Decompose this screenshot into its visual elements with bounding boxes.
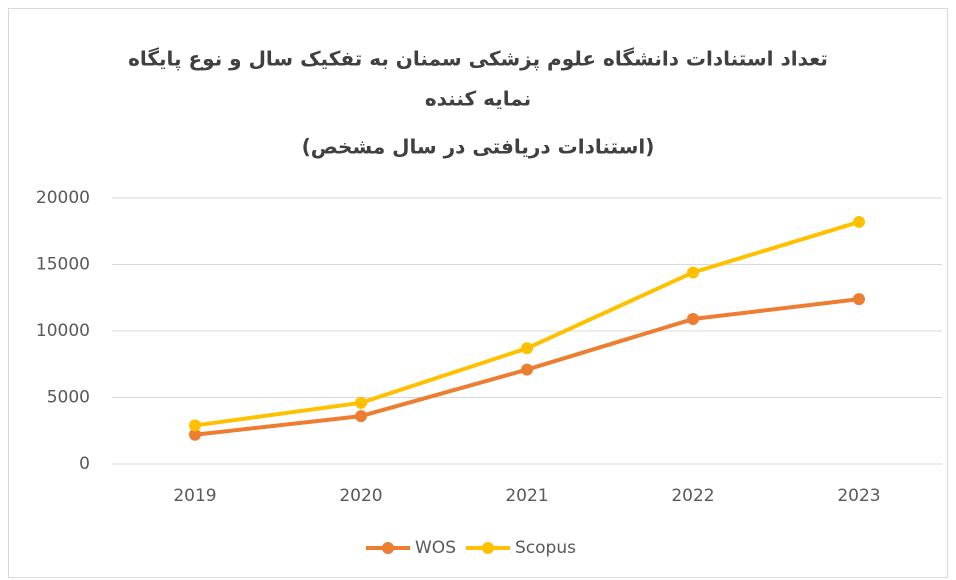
data-point — [687, 266, 699, 279]
y-tick-label: 10000 — [36, 321, 90, 341]
chart-title: تعداد استنادات دانشگاه علوم پزشکی سمنان … — [128, 47, 828, 72]
y-tick-label: 0 — [79, 454, 90, 474]
y-tick-label: 5000 — [47, 388, 90, 408]
data-point — [355, 410, 367, 423]
y-tick-label: 20000 — [36, 188, 90, 208]
data-point — [521, 342, 533, 355]
data-point — [853, 293, 865, 306]
chart-subtitle: (استنادات دریافتی در سال مشخص) — [302, 135, 655, 159]
data-point — [189, 419, 201, 432]
legend-label: WOS — [415, 538, 456, 558]
y-tick-label: 15000 — [36, 255, 90, 275]
legend-marker — [382, 542, 394, 554]
x-tick-label: 2019 — [173, 486, 216, 506]
x-tick-label: 2021 — [505, 486, 548, 506]
data-point — [687, 313, 699, 326]
x-tick-label: 2020 — [339, 486, 382, 506]
data-point — [521, 363, 533, 376]
data-point — [355, 396, 367, 409]
legend-marker — [481, 542, 494, 554]
chart-title: نمایه کننده — [425, 87, 531, 111]
data-point — [189, 428, 201, 441]
x-tick-label: 2022 — [671, 486, 714, 506]
chart-border — [8, 8, 948, 578]
x-tick-label: 2023 — [837, 486, 880, 506]
legend-label: Scopus — [515, 538, 576, 558]
data-point — [853, 215, 865, 228]
